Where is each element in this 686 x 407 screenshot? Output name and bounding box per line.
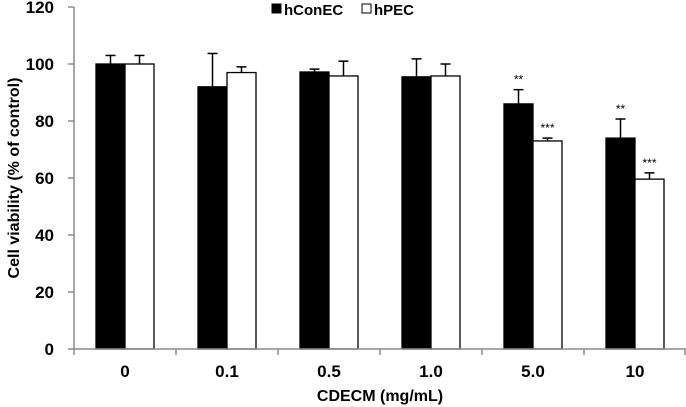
bar-hPEC-0.5 [328, 75, 359, 350]
y-tick-label: 0 [45, 340, 54, 359]
bar-hConEC-0 [95, 63, 126, 350]
significance-marker: *** [642, 156, 656, 170]
y-tick-label: 20 [35, 283, 54, 302]
bar-hPEC-0.1 [226, 71, 257, 350]
bar-hPEC-0 [124, 63, 155, 350]
legend-swatch-hConEC [271, 3, 282, 14]
y-tick-label: 100 [26, 55, 54, 74]
y-tick-label: 40 [35, 226, 54, 245]
x-tick-label: 0 [120, 362, 129, 381]
x-tick-label: 0.5 [317, 362, 341, 381]
y-axis-title: Cell viability (% of control) [6, 78, 23, 279]
significance-marker: ** [514, 73, 524, 87]
bars-group: ********** [95, 52, 665, 350]
y-tick-label: 60 [35, 169, 54, 188]
x-tick-label: 1.0 [419, 362, 443, 381]
x-tick-label: 0.1 [215, 362, 239, 381]
y-tick-label: 80 [35, 112, 54, 131]
legend: hConEC hPEC [271, 2, 414, 19]
x-tick-label: 10 [626, 362, 645, 381]
bar-hPEC-1.0 [430, 75, 461, 350]
x-tick-label: 5.0 [521, 362, 545, 381]
legend-swatch-hPEC [361, 3, 372, 14]
significance-marker: ** [616, 102, 626, 116]
bar-hConEC-0.5 [299, 71, 330, 350]
bar-hConEC-10 [605, 137, 636, 350]
bar-hPEC-10 [634, 178, 665, 350]
x-axis-title: CDECM (mg/mL) [317, 388, 443, 405]
y-tick-label: 120 [26, 0, 54, 17]
significance-marker: *** [540, 121, 554, 135]
bar-hPEC-5.0 [532, 140, 563, 350]
legend-label-hPEC: hPEC [374, 2, 414, 19]
bar-hConEC-1.0 [401, 76, 432, 350]
bar-hConEC-5.0 [503, 103, 534, 350]
axes-group: 0 20 40 60 80 100 120 0 0.1 0.5 1.0 5.0 10 [26, 0, 686, 381]
legend-label-hConEC: hConEC [284, 2, 343, 19]
bar-hConEC-0.1 [197, 86, 228, 350]
